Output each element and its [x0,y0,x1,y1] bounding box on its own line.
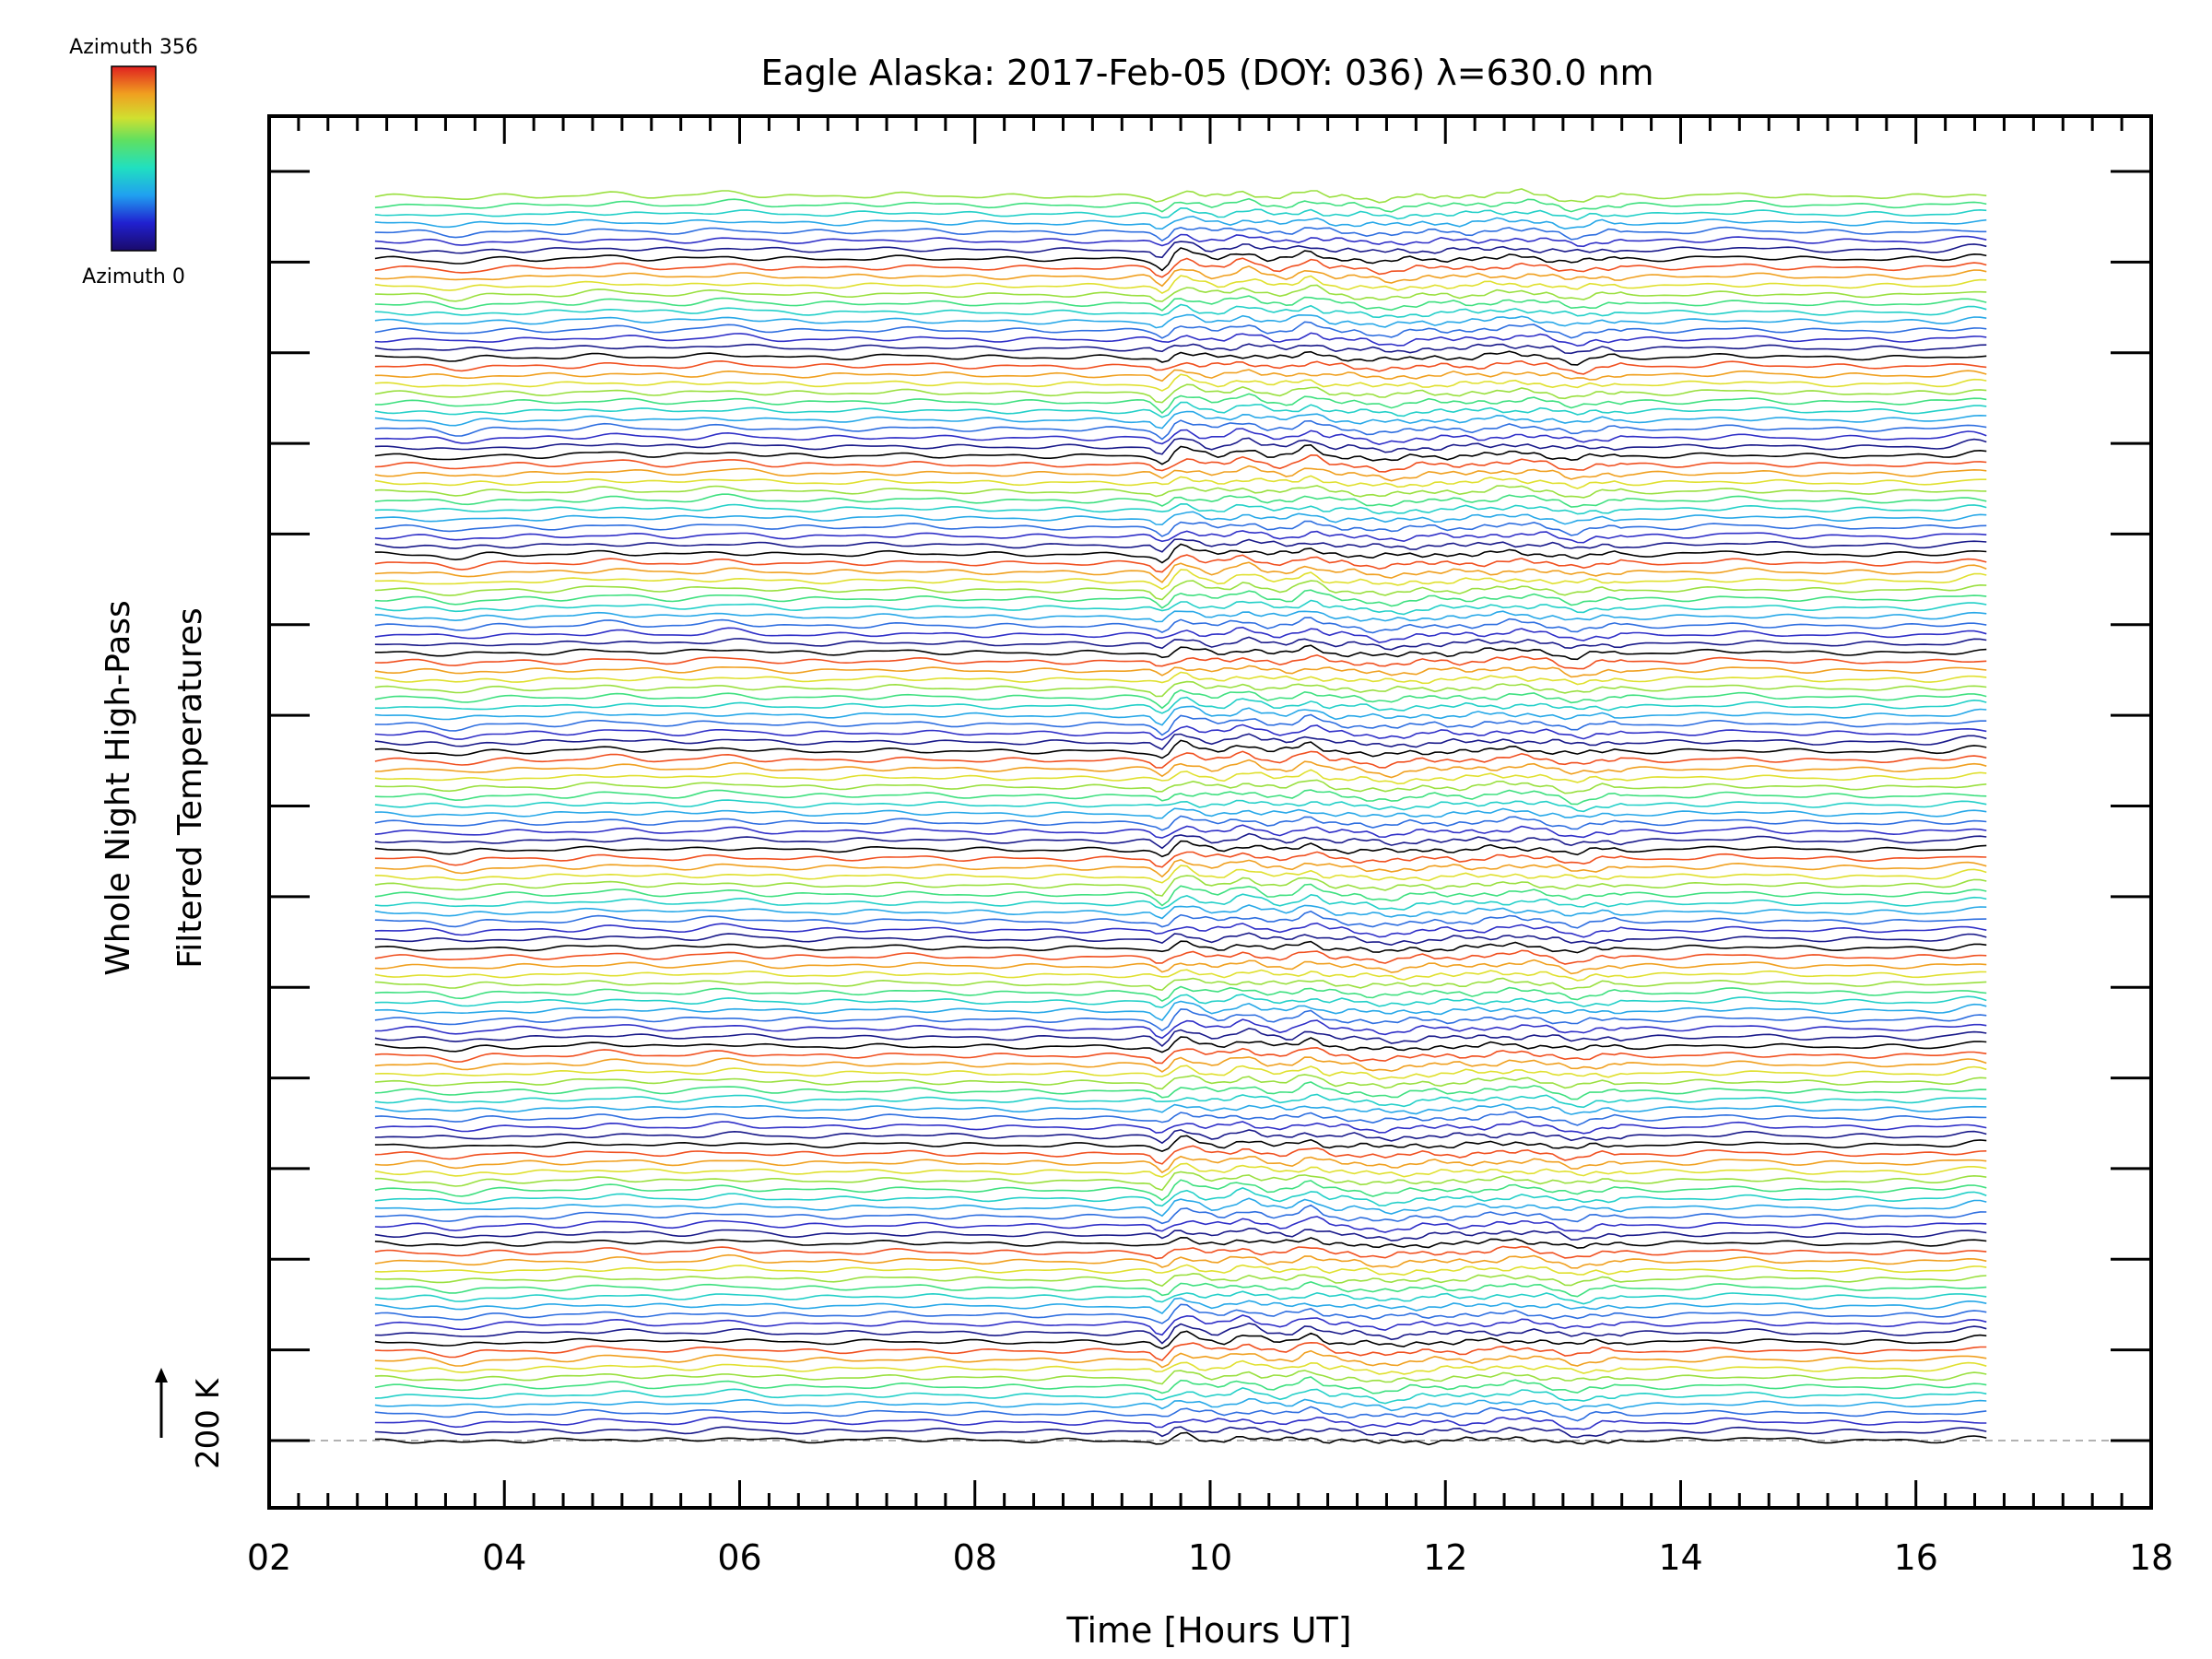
trace-line [375,539,1986,552]
trace-line [375,1351,1986,1368]
trace-line [375,305,1986,318]
trace-line [375,780,1986,793]
colorbar-label-min: Azimuth 0 [82,265,185,288]
trace-line [375,1361,1986,1374]
trace-line [375,1163,1986,1177]
trace-line [375,1180,1986,1200]
trace-line [375,199,1986,212]
y-axis-label-line1: Whole Night High-Pass [100,600,137,976]
colorbar-legend: Azimuth 356 Azimuth 0 [69,36,198,288]
trace-line [375,724,1986,739]
trace-line [375,504,1986,514]
x-tick-label: 18 [2129,1537,2173,1578]
trace-line [375,374,1986,391]
trace-line [375,655,1986,669]
trace-line [375,970,1986,981]
trace-line [375,978,1986,990]
trace-line [375,894,1986,910]
trace-line [375,645,1986,659]
trace-line [375,466,1986,481]
trace-line [375,770,1986,783]
trace-line [375,666,1986,677]
x-tick-label: 06 [717,1537,761,1578]
trace-line [375,1188,1986,1206]
trace-line [375,1265,1986,1275]
trace-line [375,581,1986,599]
trace-line [375,235,1986,247]
trace-line [375,531,1986,543]
trace-line [375,941,1986,952]
trace-line [375,698,1986,713]
trace-line [375,905,1986,918]
trace-line [375,734,1986,749]
trace-line [375,333,1986,346]
trace-line [375,933,1986,945]
colorbar-label-max: Azimuth 356 [69,36,198,59]
x-tick-label: 10 [1188,1537,1232,1578]
x-tick-label: 08 [953,1537,997,1578]
trace-line [375,1229,1986,1241]
trace-line [375,1075,1986,1089]
x-tick-label: 16 [1894,1537,1938,1578]
trace-line [375,1331,1986,1348]
trace-line [375,476,1986,488]
x-tick-labels: 02 04 06 08 10 12 14 16 18 [247,1537,2173,1578]
trace-line [375,1427,1986,1437]
trace-line [375,865,1986,883]
trace-line [375,1206,1986,1224]
scale-label: 200 K [190,1377,227,1469]
x-tick-label: 02 [247,1537,291,1578]
trace-line [375,494,1986,507]
traces [375,189,1986,1444]
trace-line [375,590,1986,608]
trace-line [375,522,1986,536]
trace-line [375,1433,1986,1445]
trace-line [375,1238,1986,1248]
x-tick-label: 12 [1423,1537,1467,1578]
trace-line [375,1009,1986,1030]
trace-line [375,601,1986,615]
trace-line [375,296,1986,311]
trace-line [375,455,1986,472]
colorbar [112,66,156,251]
trace-line [375,950,1986,964]
trace-line [375,248,1986,270]
trace-line [375,960,1986,974]
trace-line [375,429,1986,444]
trace-line [375,760,1986,778]
trace-line [375,1082,1986,1100]
x-tick-label: 04 [482,1537,526,1578]
trace-line [375,1406,1986,1420]
trace-line [375,361,1986,374]
trace-line [375,322,1986,338]
x-axis-label: Time [Hours UT] [1065,1610,1351,1651]
scale-indicator: 200 K [155,1368,227,1469]
trace-line [375,1019,1986,1038]
trace-line [375,403,1986,418]
trace-line [375,208,1986,219]
trace-line [375,825,1986,838]
chart-title: Eagle Alaska: 2017-Feb-05 (DOY: 036) λ=6… [760,53,1653,93]
trace-line [375,715,1986,735]
trace-line [375,1298,1986,1313]
y-axis-label-line2: Filtered Temperatures [171,607,209,969]
x-tick-label: 14 [1658,1537,1702,1578]
